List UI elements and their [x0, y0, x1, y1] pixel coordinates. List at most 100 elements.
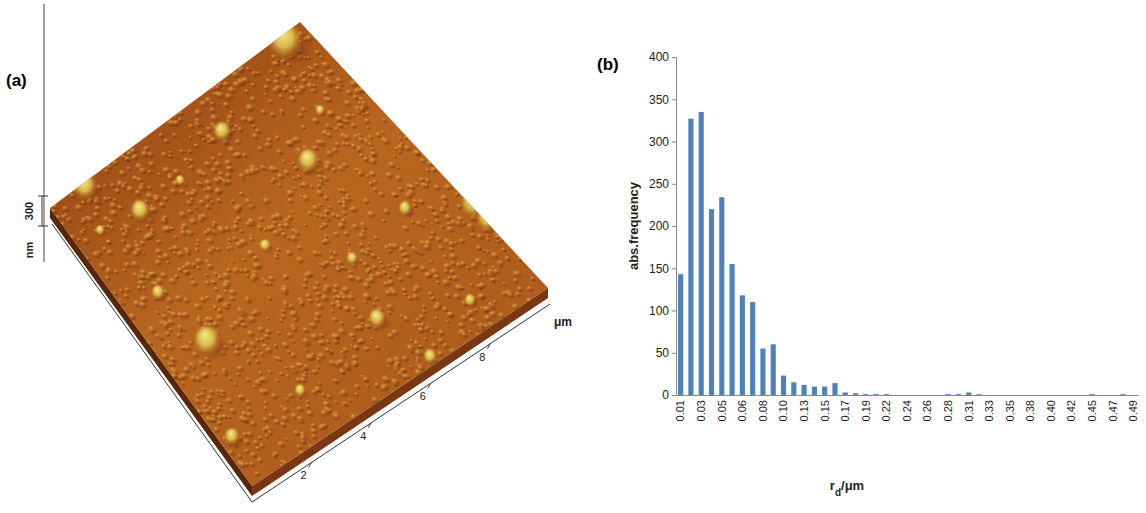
grain: [231, 266, 240, 274]
grain: [260, 109, 267, 114]
grain: [192, 302, 202, 310]
grain: [525, 285, 533, 291]
grain: [468, 317, 476, 324]
grain: [123, 293, 129, 298]
grain: [169, 373, 178, 380]
grain: [510, 303, 519, 310]
grain: [185, 229, 194, 236]
grain: [256, 145, 263, 151]
grain: [250, 82, 255, 86]
grain: [104, 275, 110, 280]
grain: [134, 246, 142, 253]
grain: [366, 141, 373, 146]
grain: [248, 236, 255, 241]
grain: [367, 157, 377, 165]
grain: [423, 337, 427, 340]
grain: [251, 261, 261, 269]
surface-panel: 300nm2468μm(a): [6, 4, 572, 502]
grain: [343, 112, 352, 119]
grain: [265, 78, 272, 83]
grain: [419, 158, 425, 163]
grain: [302, 285, 306, 288]
grain: [118, 298, 123, 302]
grain: [145, 145, 149, 148]
grain: [500, 247, 505, 251]
grain: [402, 225, 409, 231]
grain: [112, 198, 117, 202]
grain: [303, 223, 307, 226]
grain: [204, 279, 211, 284]
grain: [332, 295, 336, 299]
grain: [353, 383, 360, 388]
grain: [368, 181, 374, 186]
grain: [281, 159, 285, 163]
grain: [275, 148, 282, 154]
grain: [333, 400, 337, 403]
grain: [217, 152, 223, 157]
grain: [342, 401, 346, 404]
grain: [349, 205, 358, 212]
grain: [328, 205, 333, 209]
grain: [155, 310, 159, 313]
grain: [485, 237, 490, 241]
grain: [261, 197, 270, 205]
grain: [370, 336, 374, 339]
grain: [159, 182, 168, 189]
grain: [350, 122, 357, 128]
grain: [227, 238, 232, 242]
grain: [256, 224, 263, 230]
grain: [109, 182, 115, 187]
grain: [350, 359, 359, 366]
grain: [361, 292, 371, 300]
grain: [239, 66, 245, 71]
grain: [466, 313, 470, 317]
grain: [476, 322, 485, 329]
figure: 300nm2468μm(a)0501001502002503003504000.…: [0, 0, 1146, 513]
grain: [299, 180, 309, 188]
grain: [309, 332, 319, 340]
grain: [365, 125, 369, 129]
grain: [209, 107, 216, 112]
grain: [354, 324, 363, 332]
grain: [274, 134, 280, 139]
grain: [211, 220, 218, 225]
grain: [217, 402, 223, 407]
grain: [328, 255, 335, 260]
grain: [258, 375, 268, 383]
grain: [284, 437, 288, 440]
grain: [227, 449, 235, 455]
grain: [266, 295, 272, 300]
grain: [429, 259, 433, 262]
grain: [307, 210, 313, 214]
grain: [314, 281, 320, 285]
grain: [424, 184, 428, 187]
grain: [230, 70, 239, 77]
grain: [393, 146, 399, 151]
grain: [487, 268, 493, 273]
grain: [369, 146, 375, 151]
grain: [389, 377, 399, 385]
grain: [373, 296, 379, 301]
grain: [301, 326, 308, 332]
grain: [134, 189, 142, 195]
grain: [437, 244, 444, 250]
grain: [103, 184, 107, 188]
grain: [286, 197, 293, 202]
grain: [414, 264, 419, 268]
grain: [412, 288, 418, 293]
grain: [372, 302, 376, 305]
grain: [381, 130, 385, 133]
grain: [245, 377, 251, 382]
grain: [326, 97, 331, 101]
grain: [324, 208, 330, 213]
grain: [158, 132, 164, 137]
grain: [331, 316, 338, 322]
grain: [232, 204, 241, 211]
grain: [214, 313, 223, 320]
grain: [171, 132, 177, 137]
grain: [339, 320, 344, 324]
grain: [213, 186, 222, 193]
grain: [305, 404, 310, 408]
grain: [282, 300, 289, 305]
grain: [255, 71, 260, 75]
